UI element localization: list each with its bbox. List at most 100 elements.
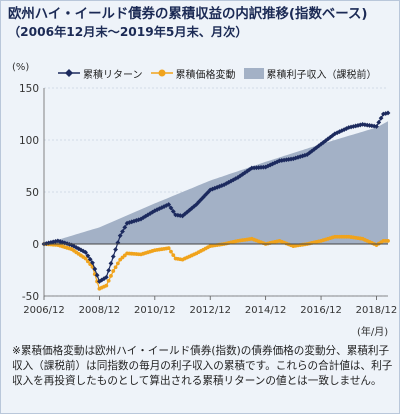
- return-point: [339, 128, 345, 134]
- return-point: [191, 203, 197, 209]
- price-point: [104, 283, 109, 288]
- return-point: [235, 175, 241, 180]
- return-point: [341, 127, 347, 132]
- return-point: [260, 164, 266, 170]
- return-point: [293, 155, 299, 161]
- price-point: [386, 238, 390, 243]
- return-point: [337, 129, 342, 135]
- return-point: [166, 202, 172, 207]
- return-point: [242, 170, 248, 176]
- y-tick-label: 100: [19, 135, 39, 147]
- legend-label-interest: 累積利子収入（課税前）: [266, 69, 377, 81]
- chart-title: 欧州ハイ・イールド債券の累積収益の内訳推移(指数ベース): [8, 7, 368, 22]
- return-point: [168, 205, 174, 211]
- return-point: [214, 184, 220, 190]
- return-point: [129, 219, 135, 225]
- return-point: [92, 266, 98, 272]
- return-point: [228, 178, 234, 184]
- return-point: [353, 123, 359, 129]
- return-point: [369, 123, 375, 129]
- return-point: [106, 267, 112, 273]
- return-point: [78, 247, 84, 253]
- return-point: [85, 253, 91, 259]
- return-point: [71, 243, 77, 249]
- return-point: [152, 208, 158, 214]
- return-point: [175, 212, 181, 218]
- return-point: [76, 246, 82, 252]
- return-point: [150, 209, 155, 215]
- x-tick-label: 2012/12: [189, 305, 231, 316]
- return-point: [376, 119, 382, 125]
- return-point: [320, 140, 326, 145]
- return-point: [187, 207, 192, 213]
- return-point: [217, 184, 222, 189]
- return-point: [140, 215, 146, 221]
- price-point: [113, 265, 118, 270]
- legend-interest-swatch-icon: [243, 67, 264, 79]
- return-point: [385, 110, 391, 116]
- return-point: [277, 158, 282, 164]
- price-point: [106, 278, 111, 283]
- return-point: [230, 177, 236, 183]
- return-point: [110, 254, 116, 259]
- return-point: [87, 256, 93, 262]
- return-point: [274, 159, 280, 165]
- return-point: [355, 123, 361, 128]
- return-point: [189, 205, 195, 211]
- return-point: [249, 165, 255, 171]
- return-point: [323, 138, 329, 144]
- return-point: [180, 213, 185, 219]
- return-point: [184, 209, 190, 215]
- return-point: [325, 136, 331, 142]
- chart-subtitle: （2006年12月末～2019年5月末、月次）: [8, 25, 248, 39]
- return-point: [237, 173, 243, 179]
- x-tick-label: 2018/12: [356, 305, 398, 316]
- return-point: [378, 115, 384, 121]
- return-point: [210, 186, 215, 192]
- x-tick-label: 2014/12: [245, 305, 287, 316]
- return-point: [258, 164, 264, 170]
- return-point: [60, 239, 65, 245]
- return-point: [83, 249, 88, 255]
- legend-item-return: 累積リターン: [58, 66, 143, 81]
- return-point: [374, 124, 379, 129]
- return-point: [290, 156, 296, 162]
- x-tick-label: 2008/12: [79, 305, 121, 316]
- return-point: [97, 279, 102, 284]
- return-point: [226, 179, 232, 185]
- price-point: [171, 253, 176, 257]
- price-point: [166, 246, 171, 251]
- return-point: [279, 158, 285, 163]
- return-point: [233, 176, 239, 182]
- return-point: [307, 150, 312, 156]
- x-axis-unit: (年/月): [357, 327, 389, 338]
- y-tick-label: 0: [32, 239, 39, 251]
- price-point: [115, 261, 120, 266]
- return-point: [136, 217, 142, 223]
- price-point: [109, 273, 113, 278]
- return-point: [103, 274, 109, 280]
- return-point: [219, 183, 225, 188]
- legend-item-interest: 累積利子収入（課税前）: [243, 66, 377, 81]
- price-point: [85, 259, 90, 264]
- y-tick-label: -50: [22, 291, 39, 303]
- return-point: [240, 171, 245, 177]
- legend-price-swatch-icon: [150, 69, 173, 77]
- return-point: [94, 272, 100, 278]
- return-point: [115, 240, 121, 246]
- return-point: [108, 261, 114, 266]
- interest-area-layer: [44, 121, 388, 244]
- x-tick-label: 2006/12: [23, 305, 65, 316]
- price-point: [111, 269, 116, 273]
- chart-legend: 累積リターン 累積価格変動 累積利子収入（課税前）: [58, 66, 377, 81]
- return-point: [90, 260, 95, 266]
- return-point: [309, 148, 315, 154]
- return-point: [147, 211, 153, 216]
- y-tick-label: 150: [19, 83, 39, 95]
- return-point: [318, 141, 324, 147]
- y-tick-label: 50: [26, 187, 39, 199]
- return-point: [113, 247, 118, 252]
- price-point: [169, 249, 173, 254]
- return-point: [383, 111, 389, 116]
